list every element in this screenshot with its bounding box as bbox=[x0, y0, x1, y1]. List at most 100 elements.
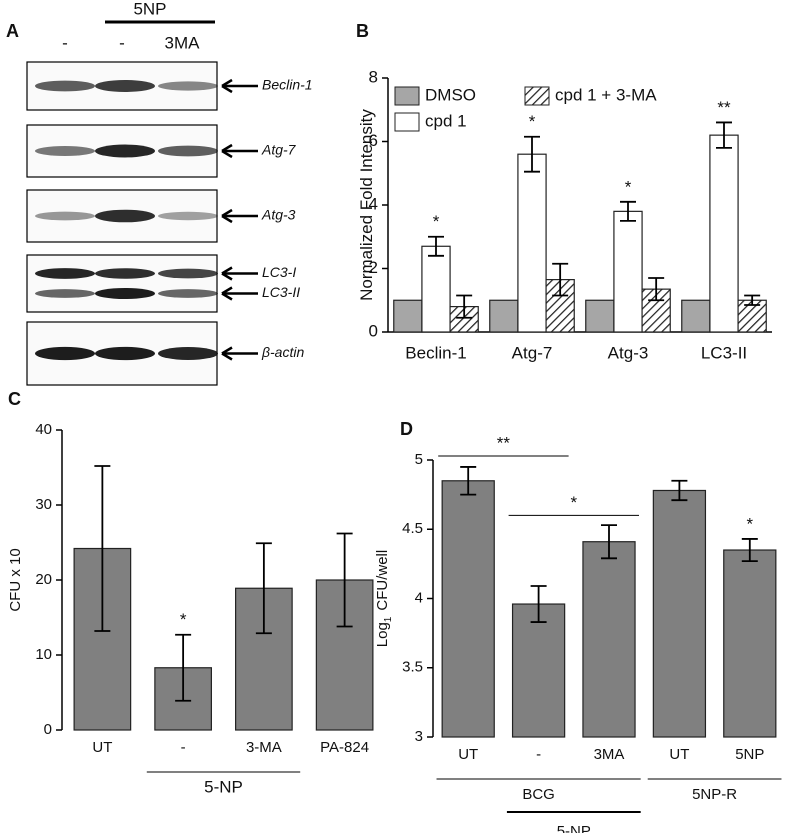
y-label-text: CFU x 10 bbox=[7, 548, 24, 611]
y-tick-label: 20 bbox=[35, 571, 52, 588]
error-bar bbox=[456, 294, 473, 319]
y-axis-label: CFU x 10 bbox=[7, 548, 24, 611]
y-label-text: Normalized Fold Intensity bbox=[357, 109, 376, 301]
error-bar bbox=[524, 135, 540, 173]
bar bbox=[585, 299, 615, 333]
y-label-sub: 1 bbox=[383, 616, 394, 622]
bar bbox=[582, 541, 636, 738]
band bbox=[35, 211, 95, 221]
arrow-head bbox=[221, 143, 233, 159]
band-label: LC3-II bbox=[262, 284, 300, 300]
band-label: β-actin bbox=[261, 344, 304, 360]
group-label: 5NP-R bbox=[692, 786, 737, 803]
y-tick-label: 2 bbox=[369, 258, 378, 277]
x-tick-label: 5NP bbox=[735, 746, 764, 763]
y-tick-label: 40 bbox=[35, 421, 52, 438]
band bbox=[158, 211, 218, 221]
error-bar bbox=[601, 524, 617, 560]
legend-label: cpd 1 bbox=[425, 111, 467, 130]
y-tick-label: 4 bbox=[369, 194, 378, 213]
significance: * bbox=[746, 514, 753, 533]
significance: * bbox=[180, 610, 187, 629]
y-tick-label: 5 bbox=[415, 451, 423, 468]
bracket-label: ** bbox=[497, 433, 511, 452]
y-label-rest: CFU/well bbox=[374, 550, 391, 611]
group-label: 5-NP bbox=[204, 777, 243, 796]
band-label: Beclin-1 bbox=[262, 77, 313, 93]
error-bar bbox=[620, 200, 636, 222]
significance: ** bbox=[717, 98, 731, 117]
bar bbox=[709, 134, 739, 333]
significance: * bbox=[529, 112, 536, 131]
group-label: BCG bbox=[522, 786, 555, 803]
error-bar bbox=[530, 585, 547, 623]
western-blot: A 5NP - - 3MA Beclin-1 Atg-7 Atg-3 LC3-I LC3… bbox=[6, 0, 313, 386]
x-tick-label: Atg-7 bbox=[512, 343, 553, 362]
arrow-head bbox=[221, 78, 233, 94]
y-axis-label: Log1 CFU/well bbox=[374, 550, 394, 647]
x-tick-label: - bbox=[181, 739, 186, 756]
arrow-head bbox=[221, 266, 233, 281]
y-tick-label: 0 bbox=[369, 321, 378, 340]
band bbox=[95, 144, 155, 158]
bar bbox=[613, 210, 643, 333]
significance: * bbox=[433, 212, 440, 231]
legend-label: cpd 1 + 3-MA bbox=[555, 85, 657, 104]
significance: * bbox=[625, 177, 632, 196]
error-bar bbox=[741, 538, 758, 563]
y-label-text: Log bbox=[374, 622, 391, 647]
band bbox=[158, 289, 218, 298]
band bbox=[95, 346, 155, 361]
x-tick-label: 3MA bbox=[594, 746, 625, 763]
band bbox=[35, 146, 95, 156]
band bbox=[35, 289, 95, 298]
legend-swatch bbox=[394, 86, 420, 106]
band bbox=[158, 81, 218, 91]
panel-letter: B bbox=[356, 21, 369, 41]
lane-label: 3MA bbox=[165, 33, 201, 52]
band-label: Atg-7 bbox=[261, 142, 297, 158]
band bbox=[35, 268, 95, 279]
error-bar bbox=[552, 262, 569, 297]
error-bar bbox=[336, 532, 353, 628]
x-tick-label: UT bbox=[458, 746, 478, 763]
y-tick-label: 4 bbox=[415, 589, 423, 606]
x-tick-label: UT bbox=[669, 746, 689, 763]
band-label: LC3-I bbox=[262, 264, 296, 280]
y-tick-label: 10 bbox=[35, 646, 52, 663]
arrow-head bbox=[221, 346, 233, 361]
bar bbox=[393, 299, 423, 333]
treatment-label: 5NP bbox=[133, 0, 166, 18]
panel-letter: A bbox=[6, 21, 19, 41]
bar bbox=[421, 245, 451, 333]
legend-swatch bbox=[524, 86, 550, 106]
bar bbox=[681, 299, 711, 333]
band bbox=[95, 268, 155, 279]
x-tick-label: LC3-II bbox=[701, 343, 747, 362]
blot-box bbox=[26, 254, 218, 313]
band bbox=[95, 80, 155, 92]
x-tick-label: UT bbox=[92, 739, 112, 756]
error-bar bbox=[744, 294, 761, 306]
y-tick-label: 30 bbox=[35, 496, 52, 513]
error-bar bbox=[671, 479, 688, 502]
band bbox=[158, 145, 218, 157]
panel-letter: D bbox=[400, 419, 413, 439]
error-bar bbox=[255, 542, 272, 635]
bar bbox=[723, 549, 777, 738]
x-tick-label: PA-824 bbox=[320, 739, 369, 756]
panel-letter: C bbox=[8, 389, 21, 409]
bracket-label: * bbox=[570, 493, 577, 512]
error-bar bbox=[460, 466, 477, 496]
error-bar bbox=[175, 633, 192, 702]
bar bbox=[652, 489, 707, 738]
lane-label: - bbox=[62, 33, 68, 52]
y-tick-label: 6 bbox=[369, 131, 378, 150]
bar bbox=[517, 153, 547, 333]
y-tick-label: 3.5 bbox=[402, 659, 423, 676]
error-bar bbox=[648, 277, 665, 302]
x-tick-label: - bbox=[536, 746, 541, 763]
y-tick-label: 4.5 bbox=[402, 520, 423, 537]
arrow-head bbox=[221, 208, 233, 224]
x-tick-label: Beclin-1 bbox=[405, 343, 466, 362]
